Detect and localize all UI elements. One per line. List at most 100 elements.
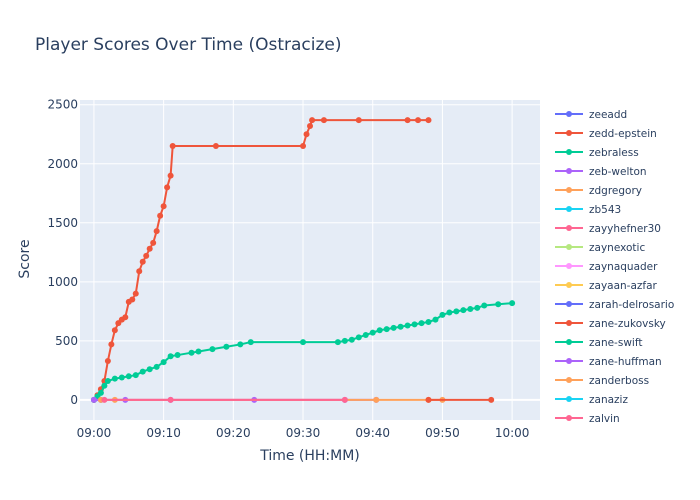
legend-item-zeb-welton[interactable]: zeb-welton: [555, 166, 647, 178]
data-point: [411, 321, 418, 328]
data-point: [129, 296, 136, 303]
data-point: [122, 314, 129, 321]
data-point: [209, 346, 216, 353]
data-point: [467, 306, 474, 313]
legend-item-zalvin[interactable]: zalvin: [555, 413, 620, 425]
legend-swatch-marker: [566, 187, 572, 193]
x-tick-label: 09:40: [355, 426, 390, 440]
data-point: [309, 117, 316, 124]
legend-item-zaynexotic[interactable]: zaynexotic: [555, 242, 645, 254]
data-point: [439, 311, 446, 318]
legend-label: zaynexotic: [589, 242, 645, 254]
y-tick-label: 1000: [47, 275, 78, 289]
legend-label: zayyhefner30: [589, 223, 661, 235]
data-point: [167, 396, 174, 403]
data-point: [125, 373, 132, 380]
data-point: [101, 382, 108, 389]
legend-swatch-marker: [566, 168, 572, 174]
data-point: [195, 348, 202, 355]
legend-swatch-marker: [566, 111, 572, 117]
data-point: [111, 327, 118, 334]
legend-swatch-marker: [566, 415, 572, 421]
data-point: [300, 339, 307, 346]
legend-item-zdgregory[interactable]: zdgregory: [555, 185, 642, 197]
legend-item-zane-zukovsky[interactable]: zane-zukovsky: [555, 318, 666, 330]
data-point: [404, 117, 411, 124]
data-point: [237, 341, 244, 348]
data-point: [320, 117, 327, 124]
data-point: [104, 378, 111, 385]
data-point: [307, 122, 313, 129]
data-point: [418, 320, 425, 327]
data-point: [355, 334, 362, 341]
legend-label: zeb-welton: [589, 166, 647, 178]
y-tick-label: 0: [70, 393, 78, 407]
data-point: [188, 349, 195, 356]
legend-item-zanaziz[interactable]: zanaziz: [555, 394, 628, 406]
data-point: [118, 374, 125, 381]
data-point: [425, 396, 432, 403]
data-point: [146, 245, 153, 252]
data-point: [111, 375, 118, 382]
data-point: [300, 143, 307, 150]
legend-item-zebraless[interactable]: zebraless: [555, 147, 639, 159]
data-point: [139, 368, 146, 375]
data-point: [132, 290, 139, 297]
legend-label: zebraless: [589, 147, 639, 159]
data-point: [157, 212, 164, 219]
y-tick-label: 1500: [47, 216, 78, 230]
data-point: [160, 359, 167, 366]
data-point: [169, 143, 176, 150]
data-point: [167, 353, 174, 360]
data-point: [369, 329, 376, 336]
legend-swatch-marker: [566, 320, 572, 326]
data-point: [303, 131, 310, 138]
legend-label: zedd-epstein: [589, 128, 657, 140]
data-point: [446, 309, 453, 316]
legend-item-zayyhefner30[interactable]: zayyhefner30: [555, 223, 661, 235]
legend-label: zanaziz: [589, 394, 628, 406]
legend-label: zane-huffman: [589, 356, 662, 368]
legend-swatch-marker: [566, 282, 572, 288]
legend-label: zane-swift: [589, 337, 642, 349]
data-point: [334, 339, 341, 346]
series-line: [93, 302, 513, 401]
x-tick-label: 09:10: [146, 426, 181, 440]
legend-swatch-marker: [566, 225, 572, 231]
legend-swatch-marker: [566, 377, 572, 383]
legend-swatch-marker: [566, 244, 572, 250]
series-line: [93, 119, 429, 401]
x-tick-label: 10:00: [495, 426, 530, 440]
data-point: [397, 323, 404, 330]
data-point: [139, 258, 146, 265]
data-point: [174, 352, 181, 359]
data-point: [247, 339, 254, 346]
legend-swatch-marker: [566, 358, 572, 364]
x-tick-label: 09:30: [286, 426, 321, 440]
data-point: [132, 372, 139, 379]
legend-item-zedd-epstein[interactable]: zedd-epstein: [555, 128, 657, 140]
legend-label: zalvin: [589, 413, 620, 425]
legend[interactable]: zeeadd zedd-epstein zebraless zeb-welton zdg…: [555, 109, 674, 425]
data-point: [383, 326, 390, 333]
data-point: [136, 268, 143, 275]
legend-item-zarah-delrosario[interactable]: zarah-delrosario: [555, 299, 674, 311]
legend-item-zb543[interactable]: zb543: [555, 204, 621, 216]
chart-title: Player Scores Over Time (Ostracize): [35, 35, 342, 55]
legend-label: zeeadd: [589, 109, 627, 121]
ticks: 09:00 09:10 09:20 09:30 09:40 09:50 10:00 0 500 1…: [47, 98, 529, 440]
legend-swatch-marker: [566, 301, 572, 307]
y-tick-label: 2500: [47, 98, 78, 112]
legend-item-zane-swift[interactable]: zane-swift: [555, 337, 642, 349]
series-zayyhefner30: [101, 396, 348, 403]
legend-item-zayaan-azfar[interactable]: zayaan-azfar: [555, 280, 658, 292]
data-point: [509, 300, 516, 307]
legend-item-zane-huffman[interactable]: zane-huffman: [555, 356, 662, 368]
legend-item-zeeadd[interactable]: zeeadd: [555, 109, 627, 121]
data-point: [101, 396, 108, 403]
y-axis-title: Score: [17, 239, 33, 278]
legend-item-zanderboss[interactable]: zanderboss: [555, 375, 649, 387]
legend-item-zaynaquader[interactable]: zaynaquader: [555, 261, 658, 273]
x-tick-label: 09:00: [77, 426, 112, 440]
data-point: [355, 117, 362, 124]
